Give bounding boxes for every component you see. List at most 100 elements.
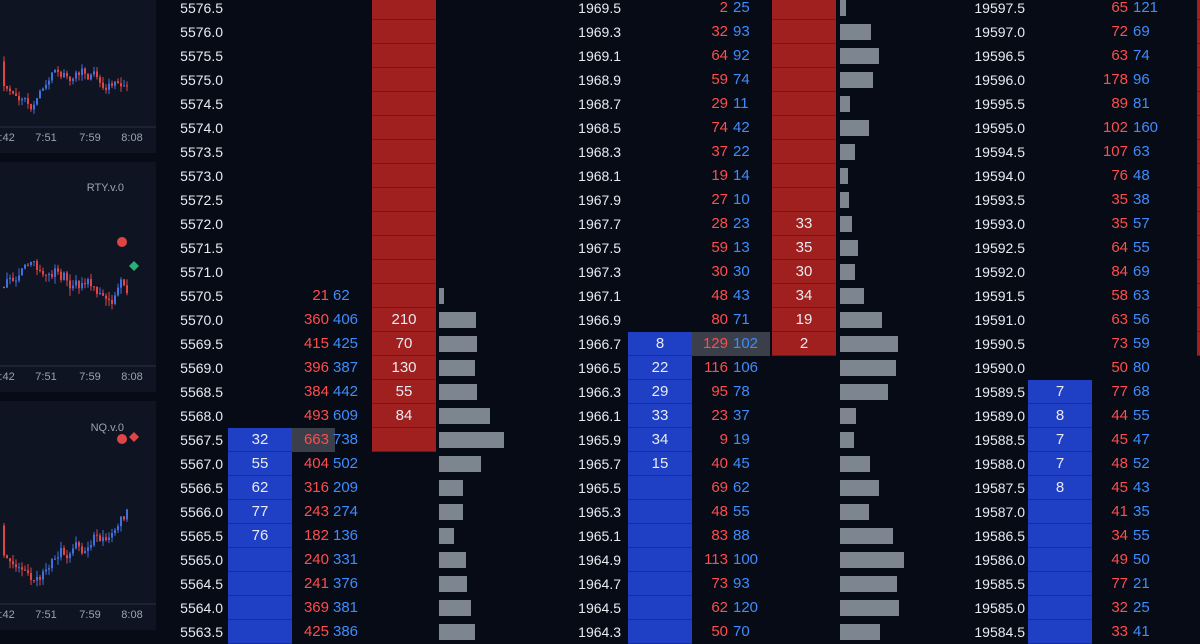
ladder-row[interactable]: 1966.7 8 129 102 2 [557, 332, 957, 356]
price-cell[interactable]: 5569.5 [180, 336, 223, 352]
ladder-row[interactable]: 5570.0 360 406 210 [157, 308, 557, 332]
ladder-row[interactable]: 1967.9 27 10 [557, 188, 957, 212]
ladder-row[interactable]: 5574.5 [157, 92, 557, 116]
price-cell[interactable]: 19584.5 [974, 624, 1025, 640]
ask-size-cell[interactable] [1197, 116, 1200, 140]
ask-size-cell[interactable] [372, 164, 436, 188]
price-cell[interactable]: 1968.5 [578, 120, 621, 136]
ladder-row[interactable]: 1964.5 62 120 [557, 596, 957, 620]
ask-size-cell[interactable]: 30 [772, 260, 836, 284]
ask-size-cell[interactable] [772, 68, 836, 92]
ladder-row[interactable]: 1968.5 74 42 [557, 116, 957, 140]
ladder-row[interactable]: 19592.5 64 55 [957, 236, 1200, 260]
price-cell[interactable]: 1968.7 [578, 96, 621, 112]
price-cell[interactable]: 5567.5 [180, 432, 223, 448]
price-cell[interactable]: 1966.9 [578, 312, 621, 328]
price-cell[interactable]: 19587.0 [974, 504, 1025, 520]
ask-size-cell[interactable]: 34 [772, 284, 836, 308]
ask-size-cell[interactable] [372, 68, 436, 92]
bid-size-cell[interactable]: 15 [628, 452, 692, 476]
price-cell[interactable]: 1964.9 [578, 552, 621, 568]
price-cell[interactable]: 5568.0 [180, 408, 223, 424]
price-cell[interactable]: 19591.0 [974, 312, 1025, 328]
price-cell[interactable]: 19597.0 [974, 24, 1025, 40]
price-cell[interactable]: 5568.5 [180, 384, 223, 400]
ask-size-cell[interactable] [772, 44, 836, 68]
ladder-row[interactable]: 19595.5 89 81 [957, 92, 1200, 116]
price-cell[interactable]: 5575.0 [180, 72, 223, 88]
ladder-row[interactable]: 1964.9 113 100 [557, 548, 957, 572]
bid-size-cell[interactable] [1028, 596, 1092, 620]
ladder-row[interactable]: 5569.0 396 387 130 [157, 356, 557, 380]
price-cell[interactable]: 19592.0 [974, 264, 1025, 280]
price-cell[interactable]: 5569.0 [180, 360, 223, 376]
ask-size-cell[interactable] [1197, 0, 1200, 20]
ladder-row[interactable]: 19589.0 8 44 55 [957, 404, 1200, 428]
price-cell[interactable]: 1965.9 [578, 432, 621, 448]
price-cell[interactable]: 5573.0 [180, 168, 223, 184]
price-cell[interactable]: 19594.5 [974, 144, 1025, 160]
ladder-row[interactable]: 1966.5 22 116 106 [557, 356, 957, 380]
ladder-row[interactable]: 1967.5 59 13 35 [557, 236, 957, 260]
bid-size-cell[interactable]: 29 [628, 380, 692, 404]
ask-size-cell[interactable] [372, 212, 436, 236]
price-cell[interactable]: 19585.0 [974, 600, 1025, 616]
ladder-row[interactable]: 19586.0 49 50 [957, 548, 1200, 572]
ladder-row[interactable]: 5570.5 21 62 [157, 284, 557, 308]
bid-size-cell[interactable] [1028, 524, 1092, 548]
ask-size-cell[interactable] [1197, 140, 1200, 164]
ask-size-cell[interactable] [372, 188, 436, 212]
ask-size-cell[interactable] [1197, 68, 1200, 92]
price-cell[interactable]: 5575.5 [180, 48, 223, 64]
price-cell[interactable]: 19589.5 [974, 384, 1025, 400]
ladder-row[interactable]: 5567.0 55 404 502 [157, 452, 557, 476]
bid-size-cell[interactable] [228, 596, 292, 620]
ask-size-cell[interactable]: 55 [372, 380, 436, 404]
ladder-row[interactable]: 1966.9 80 71 19 [557, 308, 957, 332]
ladder-row[interactable]: 19592.0 84 69 [957, 260, 1200, 284]
ladder-row[interactable]: 5564.0 369 381 [157, 596, 557, 620]
ladder-row[interactable]: 19587.0 41 35 [957, 500, 1200, 524]
price-cell[interactable]: 19596.5 [974, 48, 1025, 64]
ladder-row[interactable]: 1969.5 2 25 [557, 0, 957, 20]
bid-size-cell[interactable]: 32 [228, 428, 292, 452]
price-cell[interactable]: 1968.9 [578, 72, 621, 88]
ask-size-cell[interactable] [1197, 188, 1200, 212]
ladder-row[interactable]: 5575.0 [157, 68, 557, 92]
price-cell[interactable]: 19593.0 [974, 216, 1025, 232]
bid-size-cell[interactable] [1028, 572, 1092, 596]
bid-size-cell[interactable]: 8 [1028, 404, 1092, 428]
ask-size-cell[interactable] [772, 0, 836, 20]
ladder-row[interactable]: 1967.7 28 23 33 [557, 212, 957, 236]
price-cell[interactable]: 5572.0 [180, 216, 223, 232]
price-cell[interactable]: 19597.5 [974, 0, 1025, 16]
ask-size-cell[interactable] [372, 236, 436, 260]
price-cell[interactable]: 19587.5 [974, 480, 1025, 496]
price-cell[interactable]: 19595.5 [974, 96, 1025, 112]
ask-size-cell[interactable] [772, 140, 836, 164]
price-cell[interactable]: 1966.5 [578, 360, 621, 376]
ask-size-cell[interactable]: 19 [772, 308, 836, 332]
ask-size-cell[interactable]: 210 [372, 308, 436, 332]
ladder-row[interactable]: 5572.5 [157, 188, 557, 212]
ladder-row[interactable]: 1965.3 48 55 [557, 500, 957, 524]
price-cell[interactable]: 1969.1 [578, 48, 621, 64]
price-cell[interactable]: 1966.1 [578, 408, 621, 424]
price-cell[interactable]: 1965.7 [578, 456, 621, 472]
ladder-row[interactable]: 5566.0 77 243 274 [157, 500, 557, 524]
price-cell[interactable]: 5571.5 [180, 240, 223, 256]
price-cell[interactable]: 1968.3 [578, 144, 621, 160]
price-cell[interactable]: 5576.5 [180, 0, 223, 16]
price-cell[interactable]: 19589.0 [974, 408, 1025, 424]
price-cell[interactable]: 1965.3 [578, 504, 621, 520]
price-cell[interactable]: 5574.5 [180, 96, 223, 112]
price-cell[interactable]: 5565.0 [180, 552, 223, 568]
ask-size-cell[interactable] [1197, 164, 1200, 188]
mini-chart-2[interactable]: 7:42 7:51 7:59 8:08 RTY.v.0 [0, 162, 156, 392]
ask-size-cell[interactable] [372, 260, 436, 284]
ask-size-cell[interactable] [1197, 212, 1200, 236]
ask-size-cell[interactable] [772, 188, 836, 212]
price-cell[interactable]: 5566.5 [180, 480, 223, 496]
ladder-row[interactable]: 19585.5 77 21 [957, 572, 1200, 596]
ladder-row[interactable]: 19594.5 107 63 [957, 140, 1200, 164]
